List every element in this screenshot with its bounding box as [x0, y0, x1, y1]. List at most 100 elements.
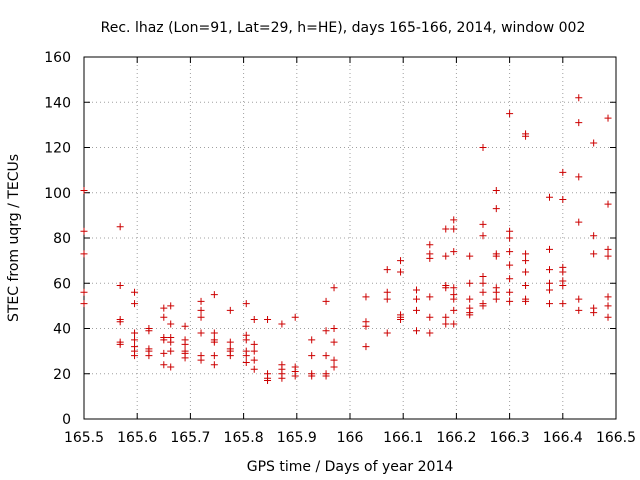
data-point — [450, 248, 458, 256]
data-point — [242, 336, 250, 344]
data-point — [322, 297, 330, 305]
data-point — [383, 266, 391, 274]
data-point — [322, 352, 330, 360]
data-point — [167, 363, 175, 371]
data-point — [308, 336, 316, 344]
data-point — [330, 338, 338, 346]
data-point — [116, 318, 124, 326]
data-point — [590, 309, 598, 317]
data-points — [80, 94, 612, 385]
x-tick-label: 165.5 — [64, 430, 104, 446]
data-point — [559, 268, 567, 276]
y-tick-label: 160 — [44, 50, 71, 66]
data-point — [264, 315, 272, 323]
data-point — [604, 245, 612, 253]
data-point — [226, 338, 234, 346]
data-point — [210, 361, 218, 369]
x-tick-label: 166.5 — [596, 430, 636, 446]
data-point — [575, 173, 583, 181]
data-point — [546, 266, 553, 274]
y-tick-label: 140 — [44, 95, 71, 111]
y-tick-label: 80 — [53, 231, 71, 247]
data-point — [506, 248, 514, 256]
y-tick-label: 100 — [44, 186, 71, 202]
data-point — [466, 311, 474, 319]
data-point — [226, 352, 234, 360]
data-point — [479, 144, 487, 151]
data-point — [330, 325, 338, 332]
data-point — [575, 295, 583, 303]
data-point — [442, 313, 450, 321]
data-point — [250, 356, 258, 364]
data-point — [522, 297, 530, 305]
data-point — [167, 302, 175, 310]
data-point — [466, 279, 474, 287]
data-point — [559, 300, 567, 308]
data-point — [575, 94, 583, 102]
data-point — [362, 293, 370, 301]
data-point — [197, 297, 205, 305]
data-point — [466, 295, 474, 303]
data-point — [522, 250, 530, 258]
data-point — [160, 336, 168, 344]
data-point — [522, 132, 530, 140]
data-point — [362, 343, 370, 351]
data-point — [575, 119, 583, 127]
data-point — [590, 250, 598, 258]
data-point — [575, 306, 583, 314]
x-tick-label: 166.3 — [490, 430, 530, 446]
data-point — [197, 306, 205, 314]
data-point — [426, 329, 434, 337]
data-point — [522, 282, 530, 290]
data-point — [167, 320, 175, 328]
data-point — [546, 300, 553, 308]
data-point — [450, 216, 458, 224]
data-point — [210, 338, 218, 346]
data-point — [181, 340, 189, 348]
data-point — [197, 329, 205, 337]
data-point — [291, 372, 299, 380]
data-point — [604, 302, 612, 310]
data-point — [160, 349, 168, 357]
data-point — [604, 313, 612, 321]
data-point — [442, 284, 450, 292]
data-point — [160, 313, 168, 321]
data-point — [442, 252, 450, 260]
data-point — [546, 279, 553, 287]
data-point — [210, 352, 218, 360]
data-point — [250, 347, 258, 355]
data-point — [197, 356, 205, 364]
data-point — [362, 322, 370, 330]
data-point — [330, 284, 338, 292]
data-point — [210, 291, 218, 299]
data-point — [308, 352, 316, 360]
data-point — [160, 361, 168, 369]
data-point — [167, 338, 175, 346]
tick-marks — [83, 56, 617, 420]
x-tick-label: 165.6 — [117, 430, 157, 446]
data-point — [80, 300, 88, 308]
data-point — [522, 257, 530, 265]
x-tick-label: 165.8 — [224, 430, 264, 446]
data-point — [145, 327, 153, 335]
data-point — [559, 282, 567, 290]
x-axis-label: GPS time / Days of year 2014 — [247, 459, 454, 475]
data-point — [397, 315, 405, 323]
data-point — [264, 377, 272, 385]
x-tick-label: 166 — [337, 430, 364, 446]
data-point — [242, 358, 250, 366]
data-point — [80, 250, 88, 258]
data-point — [426, 241, 434, 249]
data-point — [330, 356, 338, 364]
data-point — [397, 257, 405, 265]
data-point — [604, 200, 612, 208]
data-point — [559, 168, 567, 176]
data-point — [506, 261, 514, 269]
x-tick-label: 166.1 — [383, 430, 423, 446]
data-point — [131, 300, 139, 308]
data-point — [442, 320, 450, 328]
data-point — [522, 268, 530, 276]
data-point — [242, 352, 250, 360]
data-point — [250, 315, 258, 323]
